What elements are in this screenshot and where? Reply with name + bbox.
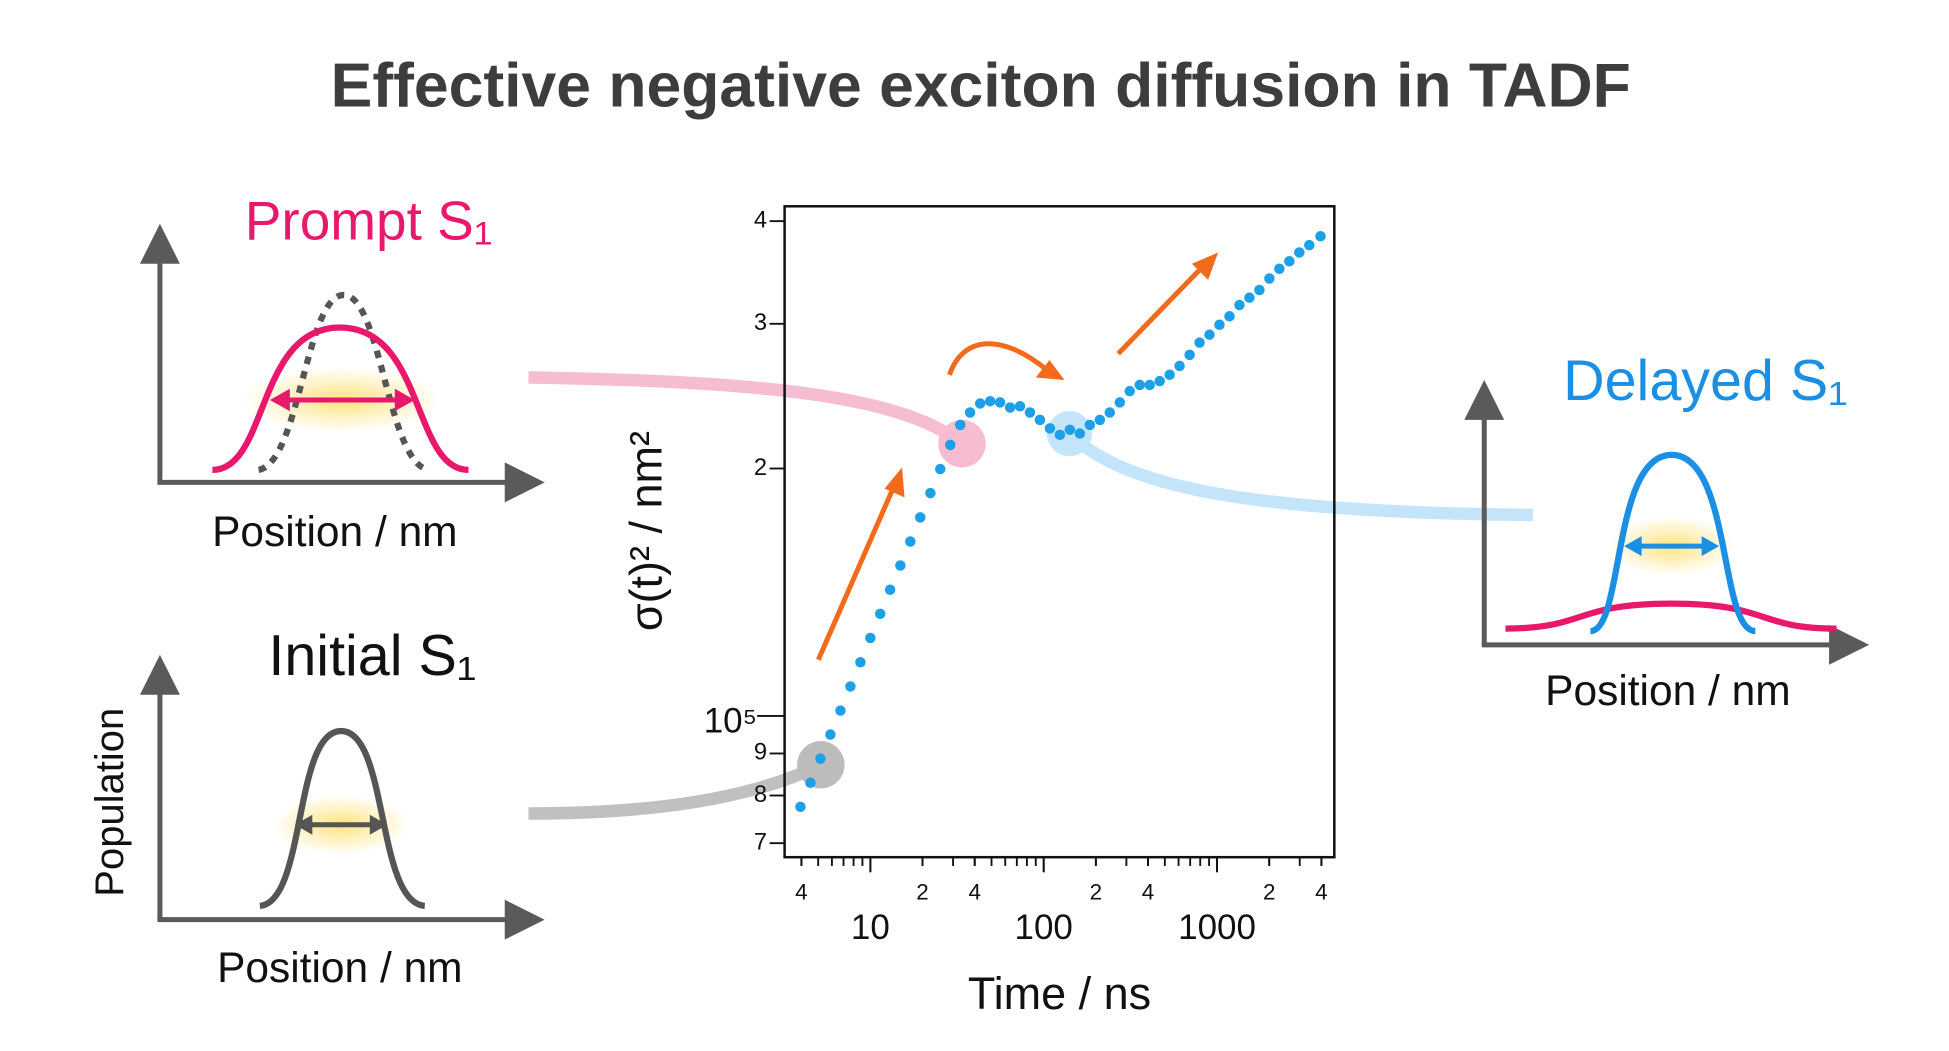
- data-point: [1264, 273, 1275, 284]
- data-point: [1274, 263, 1285, 275]
- data-point: [1184, 349, 1195, 361]
- y-tick-label: 10⁵: [704, 702, 757, 741]
- data-point: [1234, 299, 1245, 311]
- x-tick-label: 1000: [1178, 908, 1256, 947]
- y-tick-label: 3: [754, 310, 767, 336]
- axis-label: Population: [88, 708, 132, 897]
- data-point: [1254, 284, 1265, 296]
- panel-label: Initial S₁: [268, 624, 476, 688]
- data-point: [945, 439, 956, 451]
- connector: [1065, 429, 1534, 522]
- data-point: [1024, 407, 1036, 418]
- x-tick-label: 2: [1090, 879, 1103, 904]
- connector: [528, 371, 966, 449]
- data-point: [1294, 247, 1305, 258]
- data-point: [1114, 397, 1126, 408]
- data-point: [964, 407, 976, 418]
- x-axis-label: Time / ns: [968, 968, 1151, 1019]
- data-point: [1074, 428, 1086, 439]
- data-point: [974, 398, 986, 409]
- data-point: [1044, 423, 1056, 434]
- data-point: [1034, 414, 1046, 426]
- data-point: [1094, 414, 1106, 426]
- delayed-panel: Delayed S₁ Position / nm: [1464, 349, 1870, 714]
- axis-label: Position / nm: [212, 508, 457, 555]
- x-tick-label: 4: [1315, 879, 1327, 904]
- data-point: [895, 560, 906, 571]
- data-point: [954, 419, 966, 431]
- data-point: [1194, 337, 1205, 348]
- highlight: [797, 741, 845, 789]
- connector: [528, 759, 824, 820]
- data-point: [865, 632, 876, 644]
- y-tick-label: 7: [754, 829, 767, 855]
- axis-label: Position / nm: [217, 944, 462, 991]
- panel-label: Delayed S₁: [1563, 349, 1848, 413]
- y-tick-label: 4: [754, 207, 767, 233]
- data-point: [915, 512, 926, 523]
- data-point: [1315, 231, 1326, 242]
- plot-frame: [783, 205, 1336, 859]
- data-point: [845, 681, 856, 692]
- prompt-panel: Prompt S₁ Position / nm: [139, 190, 545, 555]
- title: Effective negative exciton diffusion in …: [331, 51, 1631, 121]
- data-point: [1124, 385, 1135, 397]
- data-point: [984, 395, 996, 407]
- data-point: [805, 777, 816, 789]
- y-tick-label: 9: [754, 740, 767, 766]
- data-point: [1154, 375, 1165, 387]
- x-tick-label: 4: [795, 879, 808, 904]
- x-tick-label: 4: [968, 879, 981, 904]
- data-point: [994, 397, 1006, 408]
- x-tick-label: 10: [851, 908, 890, 947]
- y-tick-label: 8: [754, 782, 767, 808]
- data-point: [1174, 360, 1185, 372]
- data-point: [795, 801, 806, 813]
- x-tick-label: 4: [1142, 879, 1155, 904]
- data-point: [1104, 407, 1116, 418]
- data-point: [1284, 255, 1295, 267]
- y-tick-label: 2: [754, 455, 767, 481]
- trend-arrows: [816, 265, 1204, 661]
- data-point: [1224, 311, 1235, 322]
- x-tick-label: 100: [1015, 908, 1073, 947]
- data-point: [934, 463, 946, 475]
- data-point: [1054, 429, 1066, 441]
- data-point: [1014, 401, 1026, 412]
- initial-panel: Initial S₁ Population Position / nm: [88, 624, 545, 991]
- arrow-heads: [884, 252, 1219, 498]
- data-point: [1004, 402, 1016, 413]
- data-point: [835, 705, 846, 716]
- y-axis-label: σ(t)² / nm²: [621, 431, 672, 631]
- x-tick-label: 2: [916, 879, 929, 904]
- data-point: [825, 729, 836, 740]
- data-point: [874, 608, 886, 620]
- data-point: [1134, 379, 1145, 391]
- data-point: [925, 487, 936, 499]
- axis-label: Position / nm: [1545, 667, 1790, 714]
- data-point: [815, 753, 826, 764]
- data-point: [905, 536, 916, 547]
- data-point: [855, 657, 866, 668]
- data-point: [1214, 319, 1225, 331]
- highlight: [938, 419, 986, 468]
- data-point: [1304, 239, 1315, 251]
- data-point: [884, 584, 896, 595]
- data-point: [1164, 369, 1175, 380]
- data-point: [1144, 379, 1155, 391]
- data-point: [1204, 329, 1215, 340]
- x-tick-label: 2: [1263, 879, 1276, 904]
- data-point: [1084, 419, 1096, 431]
- data-point: [1064, 424, 1076, 436]
- panel-label: Prompt S₁: [245, 190, 493, 252]
- data-point: [1244, 292, 1255, 303]
